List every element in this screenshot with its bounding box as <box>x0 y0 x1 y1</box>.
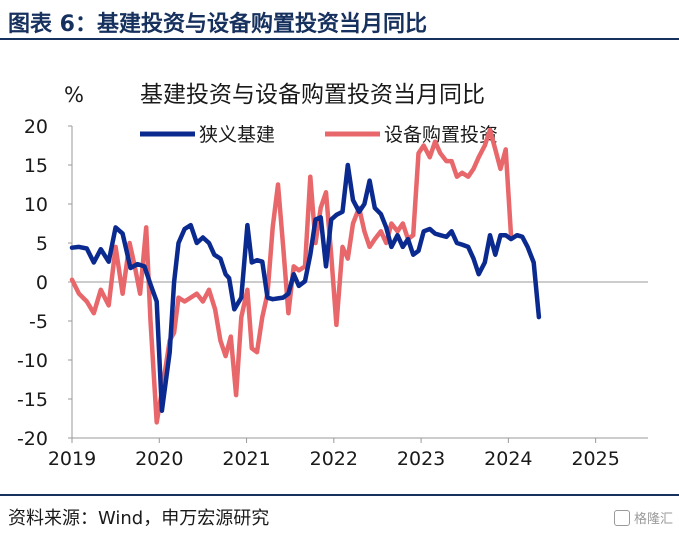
watermark-text: 格隆汇 <box>633 512 673 527</box>
figure-title: 图表 6：基建投资与设备购置投资当月同比 <box>8 12 427 37</box>
figure-header: 图表 6：基建投资与设备购置投资当月同比 <box>0 0 679 40</box>
footer-rule <box>0 494 679 496</box>
y-tick-label: -10 <box>17 350 48 372</box>
x-tick-label: 2021 <box>222 448 270 470</box>
y-axis-label: % <box>64 83 84 107</box>
y-tick-label: 0 <box>36 272 48 294</box>
series-line-infra <box>69 162 542 413</box>
x-tick-label: 2022 <box>310 448 358 470</box>
legend: 狭义基建 设备购置投资 <box>140 124 498 146</box>
y-tick-label: 10 <box>24 194 48 216</box>
x-tick-label: 2020 <box>135 448 183 470</box>
header-rule <box>0 38 679 40</box>
x-tick-label: 2025 <box>571 448 619 470</box>
x-tick-label: 2023 <box>397 448 445 470</box>
watermark: 格隆汇 <box>613 508 673 527</box>
y-tick-label: -20 <box>17 428 48 450</box>
source-note: 资料来源：Wind，申万宏源研究 <box>8 508 270 529</box>
line-chart: 基建投资与设备购置投资当月同比 % 狭义基建 设备购置投资 20 15 10 5 0 -5… <box>17 82 648 470</box>
y-tick-label: 15 <box>24 155 48 177</box>
chart-title: 基建投资与设备购置投资当月同比 <box>140 82 485 108</box>
watermark-logo-icon <box>613 510 630 526</box>
plot-area <box>69 127 542 425</box>
series-line-equipment <box>69 127 514 425</box>
y-tick-label: -15 <box>17 389 48 411</box>
x-tick-label: 2019 <box>48 448 96 470</box>
legend-label-equipment: 设备购置投资 <box>384 124 498 146</box>
legend-label-infra: 狭义基建 <box>199 124 275 146</box>
x-tick-label: 2024 <box>484 448 532 470</box>
y-tick-label: 20 <box>24 116 48 138</box>
y-tick-label: -5 <box>29 311 48 333</box>
y-tick-label: 5 <box>36 233 48 255</box>
